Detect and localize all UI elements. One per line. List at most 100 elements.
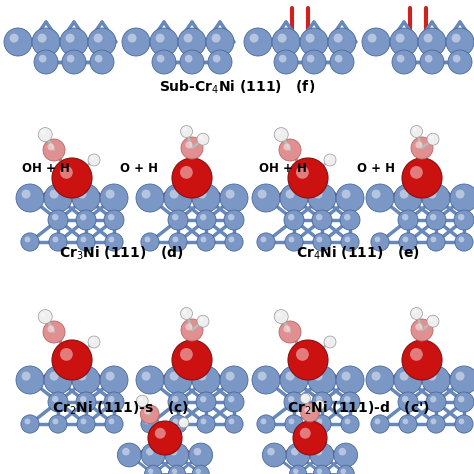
Circle shape — [22, 190, 30, 199]
Circle shape — [279, 55, 286, 63]
Circle shape — [224, 210, 244, 230]
Circle shape — [400, 190, 409, 199]
Circle shape — [140, 405, 159, 424]
Circle shape — [200, 396, 206, 402]
Circle shape — [418, 28, 446, 56]
Circle shape — [372, 372, 381, 381]
Circle shape — [41, 312, 46, 317]
Circle shape — [128, 34, 137, 43]
Circle shape — [345, 237, 350, 242]
Circle shape — [104, 392, 124, 412]
Circle shape — [201, 237, 206, 242]
Circle shape — [44, 366, 72, 394]
Circle shape — [324, 336, 336, 348]
Text: Cr$_2$Ni (111)-d   (c'): Cr$_2$Ni (111)-d (c') — [286, 400, 429, 417]
Circle shape — [91, 338, 94, 342]
Circle shape — [340, 392, 360, 412]
Circle shape — [141, 443, 165, 467]
Circle shape — [342, 372, 351, 381]
Circle shape — [430, 214, 437, 220]
Circle shape — [50, 372, 59, 381]
Circle shape — [192, 465, 209, 474]
Circle shape — [296, 348, 309, 361]
Circle shape — [274, 128, 288, 142]
Circle shape — [283, 144, 291, 150]
Circle shape — [304, 407, 310, 413]
Circle shape — [458, 237, 465, 242]
Circle shape — [53, 237, 58, 242]
Circle shape — [426, 392, 446, 412]
Circle shape — [108, 214, 114, 220]
Circle shape — [228, 396, 235, 402]
Text: OH + H: OH + H — [259, 162, 307, 175]
Circle shape — [293, 469, 299, 474]
Text: OH + H: OH + H — [22, 162, 70, 175]
Circle shape — [145, 465, 162, 474]
Circle shape — [302, 395, 306, 399]
Circle shape — [192, 366, 220, 394]
Circle shape — [165, 443, 189, 467]
Circle shape — [257, 190, 266, 199]
Circle shape — [455, 415, 473, 433]
Circle shape — [274, 50, 298, 74]
Circle shape — [366, 366, 394, 394]
Circle shape — [327, 156, 330, 160]
Circle shape — [88, 336, 100, 348]
Circle shape — [410, 308, 422, 319]
Circle shape — [21, 233, 39, 251]
Circle shape — [155, 34, 164, 43]
Circle shape — [402, 237, 409, 242]
Circle shape — [454, 392, 474, 412]
Circle shape — [38, 310, 52, 324]
Circle shape — [317, 237, 322, 242]
Circle shape — [280, 366, 308, 394]
Circle shape — [9, 34, 18, 43]
Circle shape — [362, 28, 390, 56]
Circle shape — [181, 319, 203, 341]
Circle shape — [43, 139, 65, 161]
Circle shape — [80, 396, 86, 402]
Circle shape — [144, 409, 150, 415]
Circle shape — [452, 34, 461, 43]
Circle shape — [402, 158, 442, 198]
Circle shape — [155, 428, 166, 438]
Circle shape — [289, 237, 294, 242]
Circle shape — [49, 233, 67, 251]
Circle shape — [206, 28, 234, 56]
Circle shape — [47, 144, 55, 150]
Circle shape — [288, 158, 328, 198]
Circle shape — [37, 34, 46, 43]
Circle shape — [400, 372, 409, 381]
Circle shape — [196, 469, 201, 474]
Circle shape — [77, 233, 95, 251]
Circle shape — [424, 34, 433, 43]
Circle shape — [180, 348, 193, 361]
Circle shape — [279, 139, 301, 161]
Circle shape — [450, 184, 474, 212]
Circle shape — [252, 184, 280, 212]
Circle shape — [225, 415, 243, 433]
Circle shape — [313, 415, 331, 433]
Circle shape — [88, 28, 116, 56]
Circle shape — [164, 366, 192, 394]
Circle shape — [410, 166, 423, 179]
Circle shape — [300, 28, 328, 56]
Circle shape — [277, 312, 282, 317]
Circle shape — [341, 415, 359, 433]
Circle shape — [53, 419, 58, 424]
Circle shape — [394, 184, 422, 212]
Circle shape — [456, 372, 465, 381]
Circle shape — [170, 190, 179, 199]
Circle shape — [458, 396, 465, 402]
Circle shape — [402, 340, 442, 380]
Circle shape — [105, 415, 123, 433]
Circle shape — [327, 338, 330, 342]
Circle shape — [150, 28, 178, 56]
Circle shape — [316, 402, 319, 405]
Circle shape — [277, 130, 282, 135]
Circle shape — [100, 184, 128, 212]
Circle shape — [67, 55, 74, 63]
Circle shape — [80, 214, 86, 220]
Circle shape — [336, 366, 364, 394]
Circle shape — [52, 158, 92, 198]
